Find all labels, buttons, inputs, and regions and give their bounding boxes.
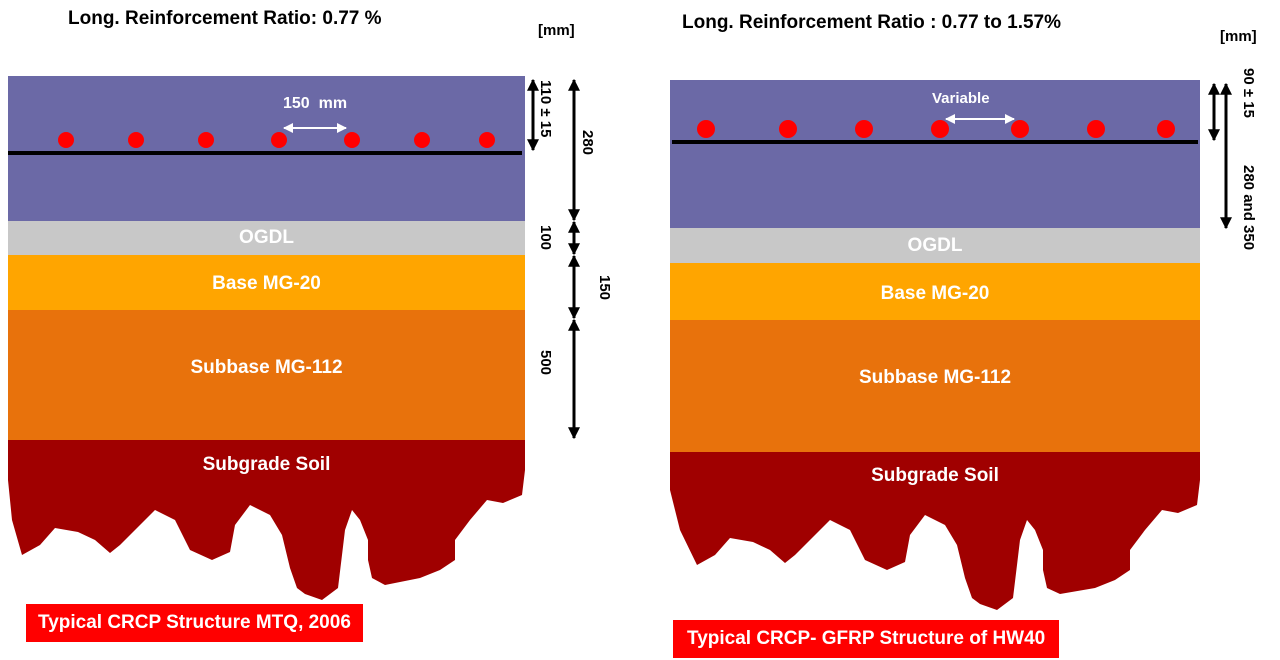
- right-title: Long. Reinforcement Ratio : 0.77 to 1.57…: [682, 12, 1062, 33]
- right-rebar: [855, 120, 873, 138]
- left-dim-subbase-label: 500: [537, 350, 554, 375]
- right-subgrade-label-wrap: Subgrade Soil: [670, 465, 1200, 489]
- left-rebar: [271, 132, 287, 148]
- right-subgrade-shape: [670, 452, 1200, 610]
- left-ogdl-layer: OGDL: [8, 221, 525, 255]
- left-rebar: [128, 132, 144, 148]
- left-subgrade-shape: [8, 440, 525, 600]
- left-subgrade-label-wrap: Subgrade Soil: [8, 454, 525, 478]
- left-subbase-layer: Subbase MG-112: [8, 310, 525, 440]
- left-rebar: [198, 132, 214, 148]
- right-dim-slab-label: 280 and 350: [1240, 165, 1257, 250]
- left-ogdl-label: OGDL: [239, 227, 294, 248]
- right-subbase-label: Subbase MG-112: [858, 367, 1012, 388]
- left-rebar: [58, 132, 74, 148]
- right-rebar: [1087, 120, 1105, 138]
- left-reinforcement: 110 ± 15 280 100 150 500: [8, 78, 613, 440]
- left-base-layer: Base MG-20: [8, 255, 525, 310]
- right-subbase-layer: Subbase MG-112: [670, 320, 1200, 452]
- left-dim-base-label: 150: [596, 275, 613, 300]
- right-rebar: [1157, 120, 1175, 138]
- left-slab-layer: [8, 76, 525, 221]
- right-dim-cover-label: 90 ± 15: [1240, 68, 1257, 118]
- right-base-label: Base MG-20: [880, 283, 990, 304]
- left-rebar: [479, 132, 495, 148]
- left-subgrade-label: Subgrade Soil: [202, 454, 331, 475]
- left-spacing-label: 150 mm: [283, 95, 348, 112]
- left-unit-label: [mm]: [538, 22, 575, 39]
- left-dim-cover-label: 110 ± 15: [537, 80, 554, 137]
- left-rebar: [414, 132, 430, 148]
- right-slab-layer: [670, 80, 1200, 228]
- right-caption: Typical CRCP- GFRP Structure of HW40: [673, 620, 1060, 658]
- left-rebar: [344, 132, 360, 148]
- left-base-label: Base MG-20: [212, 273, 321, 294]
- right-ogdl-label: OGDL: [907, 235, 963, 256]
- right-rebar: [931, 120, 949, 138]
- right-rebar: [779, 120, 797, 138]
- left-dim-ogdl-label: 100: [537, 225, 554, 250]
- right-spacing-label: Variable: [932, 90, 990, 107]
- left-caption: Typical CRCP Structure MTQ, 2006: [26, 604, 363, 642]
- right-rebar: [697, 120, 715, 138]
- right-reinforcement: 90 ± 15 280 and 350: [672, 68, 1257, 250]
- left-title: Long. Reinforcement Ratio: 0.77 %: [68, 8, 382, 29]
- left-dim-slab-label: 280: [579, 130, 596, 155]
- right-rebar: [1011, 120, 1029, 138]
- right-unit-label: [mm]: [1220, 28, 1257, 45]
- left-subbase-label: Subbase MG-112: [190, 357, 343, 378]
- right-base-layer: Base MG-20: [670, 263, 1200, 320]
- right-subgrade-label: Subgrade Soil: [871, 465, 999, 486]
- right-ogdl-layer: OGDL: [670, 228, 1200, 263]
